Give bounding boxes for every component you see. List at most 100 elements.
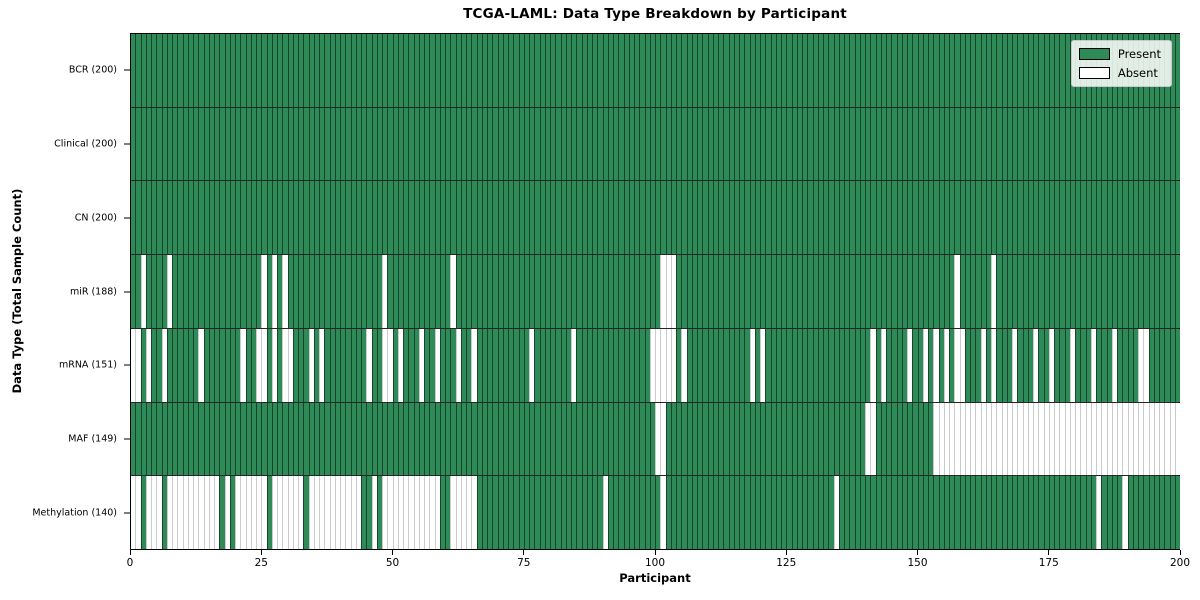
matrix-cell <box>991 476 997 550</box>
matrix-cell <box>770 181 776 255</box>
matrix-cell <box>214 255 220 328</box>
matrix-cell <box>859 402 865 476</box>
matrix-cell <box>775 328 781 402</box>
matrix-cell <box>308 476 314 550</box>
matrix-cell <box>177 476 183 550</box>
matrix-cell <box>1043 476 1049 550</box>
matrix-cell <box>450 402 456 476</box>
matrix-cell <box>791 34 797 107</box>
matrix-cell <box>303 107 309 181</box>
matrix-cell <box>702 107 708 181</box>
matrix-cell <box>261 476 267 550</box>
matrix-cell <box>791 107 797 181</box>
matrix-cell <box>891 34 897 107</box>
matrix-cell <box>812 476 818 550</box>
matrix-cell <box>844 181 850 255</box>
matrix-cell <box>765 255 771 328</box>
matrix-cell <box>865 107 871 181</box>
matrix-cell <box>739 255 745 328</box>
matrix-cell <box>193 402 199 476</box>
matrix-cell <box>1132 181 1138 255</box>
matrix-cell <box>1101 476 1107 550</box>
matrix-cell <box>660 402 666 476</box>
matrix-cell <box>943 476 949 550</box>
matrix-cell <box>712 476 718 550</box>
matrix-cell <box>754 181 760 255</box>
matrix-cell <box>303 255 309 328</box>
matrix-cell <box>518 402 524 476</box>
matrix-row-bcr <box>131 34 1180 107</box>
matrix-cell <box>896 255 902 328</box>
matrix-cell <box>455 181 461 255</box>
matrix-cell <box>481 107 487 181</box>
matrix-cell <box>991 255 997 328</box>
matrix-cell <box>455 328 461 402</box>
matrix-cell <box>644 402 650 476</box>
matrix-cell <box>140 328 146 402</box>
matrix-cell <box>586 402 592 476</box>
matrix-cell <box>161 328 167 402</box>
matrix-cell <box>597 181 603 255</box>
matrix-cell <box>1080 181 1086 255</box>
matrix-cell <box>334 107 340 181</box>
matrix-cell <box>1143 328 1149 402</box>
matrix-cell <box>891 107 897 181</box>
matrix-cell <box>954 181 960 255</box>
matrix-cell <box>828 402 834 476</box>
matrix-cell <box>214 107 220 181</box>
matrix-cell <box>340 181 346 255</box>
matrix-cell <box>131 107 136 181</box>
matrix-cell <box>581 328 587 402</box>
matrix-cell <box>1117 476 1123 550</box>
matrix-cell <box>665 34 671 107</box>
matrix-cell <box>723 476 729 550</box>
matrix-cell <box>329 34 335 107</box>
matrix-cell <box>366 181 372 255</box>
matrix-cell <box>1054 34 1060 107</box>
matrix-cell <box>796 181 802 255</box>
matrix-cell <box>131 255 136 328</box>
matrix-cell <box>1169 476 1175 550</box>
matrix-cell <box>508 476 514 550</box>
matrix-cell <box>424 255 430 328</box>
matrix-cell <box>508 181 514 255</box>
matrix-cell <box>256 402 262 476</box>
matrix-cell <box>1148 328 1154 402</box>
matrix-cell <box>455 34 461 107</box>
matrix-cell <box>639 328 645 402</box>
matrix-cell <box>292 255 298 328</box>
matrix-cell <box>502 34 508 107</box>
matrix-cell <box>728 328 734 402</box>
matrix-cell <box>812 402 818 476</box>
matrix-cell <box>744 255 750 328</box>
matrix-cell <box>319 255 325 328</box>
matrix-cell <box>996 328 1002 402</box>
matrix-cell <box>266 328 272 402</box>
matrix-cell <box>896 34 902 107</box>
matrix-cell <box>361 402 367 476</box>
matrix-cell <box>481 476 487 550</box>
matrix-cell <box>445 476 451 550</box>
matrix-cell <box>665 107 671 181</box>
matrix-cell <box>901 107 907 181</box>
matrix-cell <box>382 181 388 255</box>
matrix-cell <box>886 476 892 550</box>
matrix-cell <box>870 255 876 328</box>
matrix-cell <box>298 181 304 255</box>
matrix-cell <box>565 255 571 328</box>
matrix-cell <box>639 34 645 107</box>
matrix-cell <box>865 181 871 255</box>
matrix-cell <box>371 34 377 107</box>
matrix-cell <box>193 255 199 328</box>
matrix-cell <box>586 476 592 550</box>
matrix-cell <box>1022 476 1028 550</box>
matrix-cell <box>287 181 293 255</box>
matrix-cell <box>870 476 876 550</box>
matrix-cell <box>208 34 214 107</box>
matrix-cell <box>817 255 823 328</box>
matrix-cell <box>371 476 377 550</box>
matrix-cell <box>959 402 965 476</box>
matrix-cell <box>382 476 388 550</box>
matrix-cell <box>1111 107 1117 181</box>
matrix-cell <box>529 34 535 107</box>
